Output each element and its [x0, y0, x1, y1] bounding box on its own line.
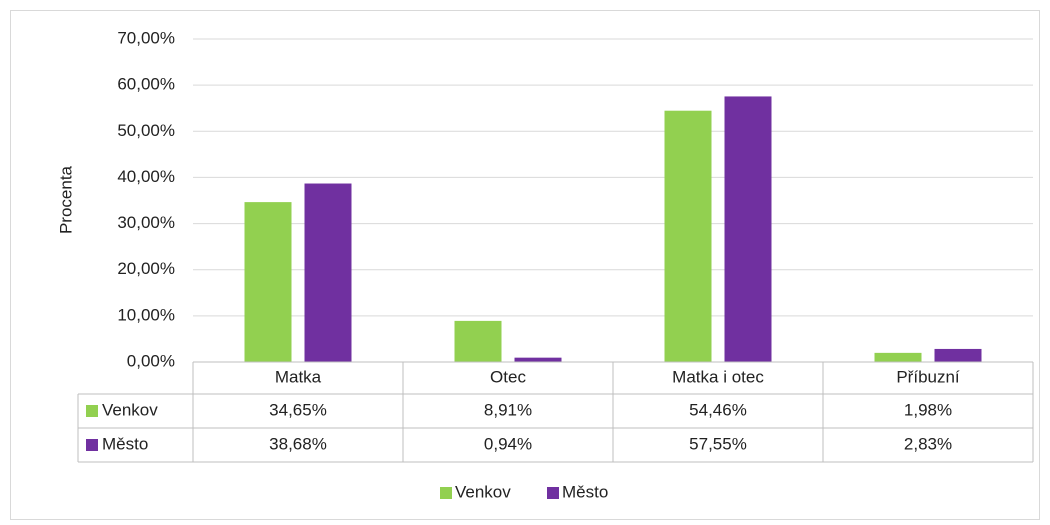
y-tick-label: 0,00% — [127, 351, 175, 370]
x-tick-label: Otec — [490, 367, 526, 386]
legend-key — [440, 487, 452, 499]
table-cell: 34,65% — [269, 400, 327, 419]
y-tick-label: 30,00% — [117, 213, 175, 232]
legend-label: Město — [562, 482, 608, 501]
bar — [724, 96, 772, 362]
table-legend-key — [86, 439, 98, 451]
bar — [874, 352, 922, 362]
x-tick-label: Matka — [275, 367, 322, 386]
table-cell: 57,55% — [689, 434, 747, 453]
bar — [244, 202, 292, 362]
y-tick-label: 10,00% — [117, 305, 175, 324]
table-cell: 38,68% — [269, 434, 327, 453]
bar — [934, 348, 982, 362]
bar — [664, 110, 712, 363]
y-tick-label: 70,00% — [117, 28, 175, 47]
table-row-label: Město — [102, 434, 148, 453]
y-tick-label: 60,00% — [117, 75, 175, 94]
x-tick-label: Příbuzní — [896, 367, 960, 386]
y-axis-label: Procenta — [56, 165, 75, 234]
legend-label: Venkov — [455, 482, 511, 501]
bar — [454, 320, 502, 362]
x-tick-label: Matka i otec — [672, 367, 764, 386]
table-cell: 1,98% — [904, 400, 952, 419]
bar — [304, 183, 352, 362]
table-cell: 8,91% — [484, 400, 532, 419]
table-legend-key — [86, 405, 98, 417]
y-tick-label: 40,00% — [117, 167, 175, 186]
table-cell: 0,94% — [484, 434, 532, 453]
y-tick-label: 20,00% — [117, 259, 175, 278]
table-cell: 2,83% — [904, 434, 952, 453]
table-cell: 54,46% — [689, 400, 747, 419]
table-row-label: Venkov — [102, 400, 158, 419]
y-tick-label: 50,00% — [117, 121, 175, 140]
bar — [514, 357, 562, 362]
chart-border — [10, 10, 1040, 520]
legend-key — [547, 487, 559, 499]
